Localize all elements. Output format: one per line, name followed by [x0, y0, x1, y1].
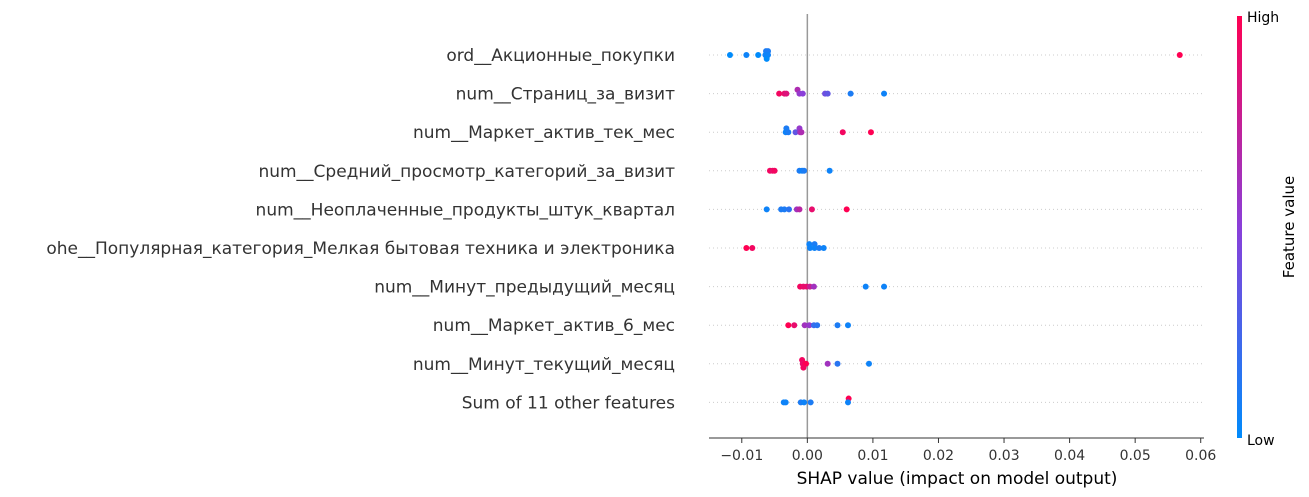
- data-point: [801, 167, 808, 174]
- feature-label: ohe__Популярная_категория_Мелкая бытовая…: [46, 239, 675, 259]
- data-point: [806, 245, 813, 251]
- feature-label: num__Минут_предыдущий_месяц: [374, 278, 675, 298]
- data-point: [726, 52, 733, 58]
- data-point: [844, 322, 851, 329]
- colorbar: High Low Feature value: [1237, 10, 1298, 449]
- data-point: [820, 245, 827, 251]
- data-point: [800, 364, 807, 371]
- feature-label: ord__Акционные_покупки: [446, 46, 675, 66]
- colorbar-high-label: High: [1247, 10, 1279, 26]
- feature-label: num__Неоплаченные_продукты_штук_квартал: [256, 200, 675, 220]
- x-tick-label: 0.02: [923, 448, 954, 464]
- data-point: [743, 52, 750, 58]
- data-point: [881, 90, 888, 97]
- feature-label: num__Маркет_актив_6_мес: [433, 316, 675, 336]
- data-point: [807, 399, 814, 406]
- data-point: [839, 129, 846, 136]
- x-tick-label: −0.01: [720, 448, 763, 464]
- data-points: [726, 48, 1183, 406]
- data-point: [785, 206, 792, 213]
- colorbar-gradient: [1237, 16, 1242, 438]
- data-point: [755, 52, 762, 58]
- feature-label: num__Маркет_актив_тек_мес: [413, 123, 675, 143]
- data-point: [808, 206, 815, 213]
- data-point: [749, 245, 756, 251]
- data-point: [783, 90, 790, 97]
- data-point: [810, 283, 817, 290]
- feature-labels: ord__Акционные_покупки num__Страниц_за_ви…: [46, 46, 675, 413]
- data-point: [843, 206, 850, 213]
- feature-label: num__Страниц_за_визит: [456, 85, 675, 105]
- data-point: [796, 206, 803, 213]
- x-axis: −0.01 0.00 0.01 0.02 0.03 0.04 0.05 0.06: [709, 437, 1216, 464]
- data-point: [771, 167, 778, 174]
- data-point: [816, 245, 823, 251]
- data-point: [1176, 52, 1183, 58]
- data-point: [862, 283, 869, 290]
- data-point: [806, 322, 813, 329]
- x-tick-label: 0.03: [988, 448, 1019, 464]
- row-gridlines: [709, 54, 1204, 403]
- data-point: [785, 129, 792, 136]
- data-point: [785, 322, 792, 329]
- feature-label: Sum of 11 other features: [462, 393, 675, 413]
- data-point: [776, 90, 783, 97]
- data-point: [743, 245, 750, 251]
- data-point: [798, 129, 805, 136]
- x-axis-title: SHAP value (impact on model output): [797, 469, 1118, 489]
- x-tick-label: 0.05: [1120, 448, 1151, 464]
- x-tick-label: 0.06: [1185, 448, 1216, 464]
- data-point: [834, 322, 841, 329]
- data-point: [865, 360, 872, 367]
- data-point: [782, 399, 789, 406]
- data-point: [801, 322, 808, 329]
- data-point: [801, 399, 808, 406]
- feature-label: num__Средний_просмотр_категорий_за_визит: [258, 162, 675, 182]
- data-point: [781, 206, 788, 213]
- data-point: [791, 322, 798, 329]
- colorbar-low-label: Low: [1247, 433, 1275, 449]
- data-point: [763, 55, 770, 62]
- x-tick-label: 0.01: [857, 448, 888, 464]
- data-point: [847, 90, 854, 97]
- data-point: [763, 206, 770, 213]
- data-point: [811, 245, 818, 251]
- data-point: [834, 360, 841, 367]
- data-point: [799, 90, 806, 97]
- data-point: [824, 90, 831, 97]
- data-point: [867, 129, 874, 136]
- data-point: [814, 322, 821, 329]
- colorbar-title: Feature value: [1280, 176, 1298, 278]
- x-tick-label: 0.00: [792, 448, 823, 464]
- feature-label: num__Минут_текущий_месяц: [413, 355, 675, 375]
- data-point: [844, 399, 851, 406]
- data-point: [824, 360, 831, 367]
- data-point: [826, 167, 833, 174]
- data-point: [881, 283, 888, 290]
- data-point: [792, 129, 799, 136]
- x-tick-label: 0.04: [1054, 448, 1085, 464]
